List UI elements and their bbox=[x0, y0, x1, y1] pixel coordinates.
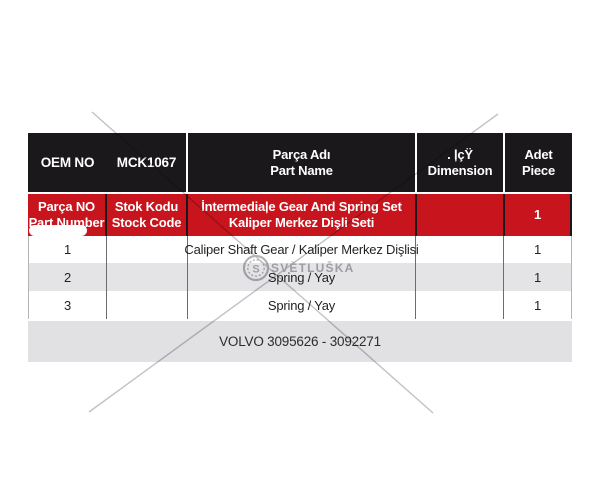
header-cell-part-name: Parça Adı Part Name bbox=[188, 133, 417, 192]
header-cell-dimension: . ļçŸ Dimension bbox=[417, 133, 505, 192]
stock-code-header-cell: Stok Kodu Stock Code bbox=[107, 194, 188, 236]
product-code: MCK1067 bbox=[116, 154, 177, 170]
quantity-label-en: Piece bbox=[522, 162, 555, 178]
row-name-cell: Caliper Shaft Gear / Kaliper Merkez Dişl… bbox=[184, 236, 419, 263]
row-number-cell: 3 bbox=[29, 291, 107, 319]
set-summary-row: Parça NO Part Number Stok Kodu Stock Cod… bbox=[28, 194, 572, 236]
part-name-label-en: Part Name bbox=[270, 162, 333, 178]
row-quantity-cell: 1 bbox=[533, 269, 542, 285]
table-row: 3 Spring / Yay 1 bbox=[29, 291, 571, 319]
header-cell-quantity: Adet Piece bbox=[505, 133, 572, 192]
dimension-label-en: Dimension bbox=[427, 162, 493, 178]
row-dimension-cell bbox=[416, 236, 504, 263]
row-number-cell: 2 bbox=[29, 263, 107, 291]
row-number-cell: 1 bbox=[29, 236, 107, 263]
component-rows: 1 Caliper Shaft Gear / Kaliper Merkez Di… bbox=[28, 236, 572, 319]
table-row: 1 Caliper Shaft Gear / Kaliper Merkez Di… bbox=[29, 236, 571, 263]
oem-reference-row: VOLVO 3095626 - 3092271 bbox=[28, 321, 572, 362]
table-row: 2 Spring / Yay 1 bbox=[29, 263, 571, 291]
dimension-label-tr: . ļçŸ bbox=[447, 146, 473, 162]
set-quantity-cell: 1 bbox=[505, 194, 572, 236]
set-dimension-cell bbox=[417, 194, 505, 236]
set-description-tr: Kaliper Merkez Dişli Seti bbox=[228, 215, 375, 230]
row-quantity-cell: 1 bbox=[533, 297, 542, 313]
stock-code-label-en: Stock Code bbox=[111, 215, 182, 230]
row-dimension-cell bbox=[416, 291, 504, 319]
set-description-en: İntermediaļe Gear And Spring Set bbox=[201, 199, 402, 214]
set-description-cell: İntermediaļe Gear And Spring Set Kaliper… bbox=[188, 194, 417, 236]
row-dimension-cell bbox=[416, 263, 504, 291]
part-no-label-tr: Parça NO bbox=[38, 199, 95, 214]
row-name-cell: Spring / Yay bbox=[188, 291, 416, 319]
table-header-row: OEM NO MCK1067 Parça Adı Part Name . ļçŸ… bbox=[28, 133, 572, 192]
quantity-label-tr: Adet bbox=[524, 146, 553, 162]
row-name-cell: Spring / Yay bbox=[188, 263, 416, 291]
oem-reference-text: VOLVO 3095626 - 3092271 bbox=[219, 334, 381, 349]
part-name-label-tr: Parça Adı bbox=[272, 146, 331, 162]
stock-code-label-tr: Stok Kodu bbox=[114, 199, 179, 214]
row-stock-cell bbox=[107, 236, 188, 263]
parts-table: OEM NO MCK1067 Parça Adı Part Name . ļçŸ… bbox=[28, 133, 572, 362]
white-smudge-artifact bbox=[29, 225, 87, 236]
oem-no-label: OEM NO bbox=[40, 154, 95, 170]
row-stock-cell bbox=[107, 291, 188, 319]
header-cell-oem: OEM NO MCK1067 bbox=[28, 133, 188, 192]
row-quantity-cell: 1 bbox=[533, 242, 542, 257]
row-stock-cell bbox=[107, 263, 188, 291]
